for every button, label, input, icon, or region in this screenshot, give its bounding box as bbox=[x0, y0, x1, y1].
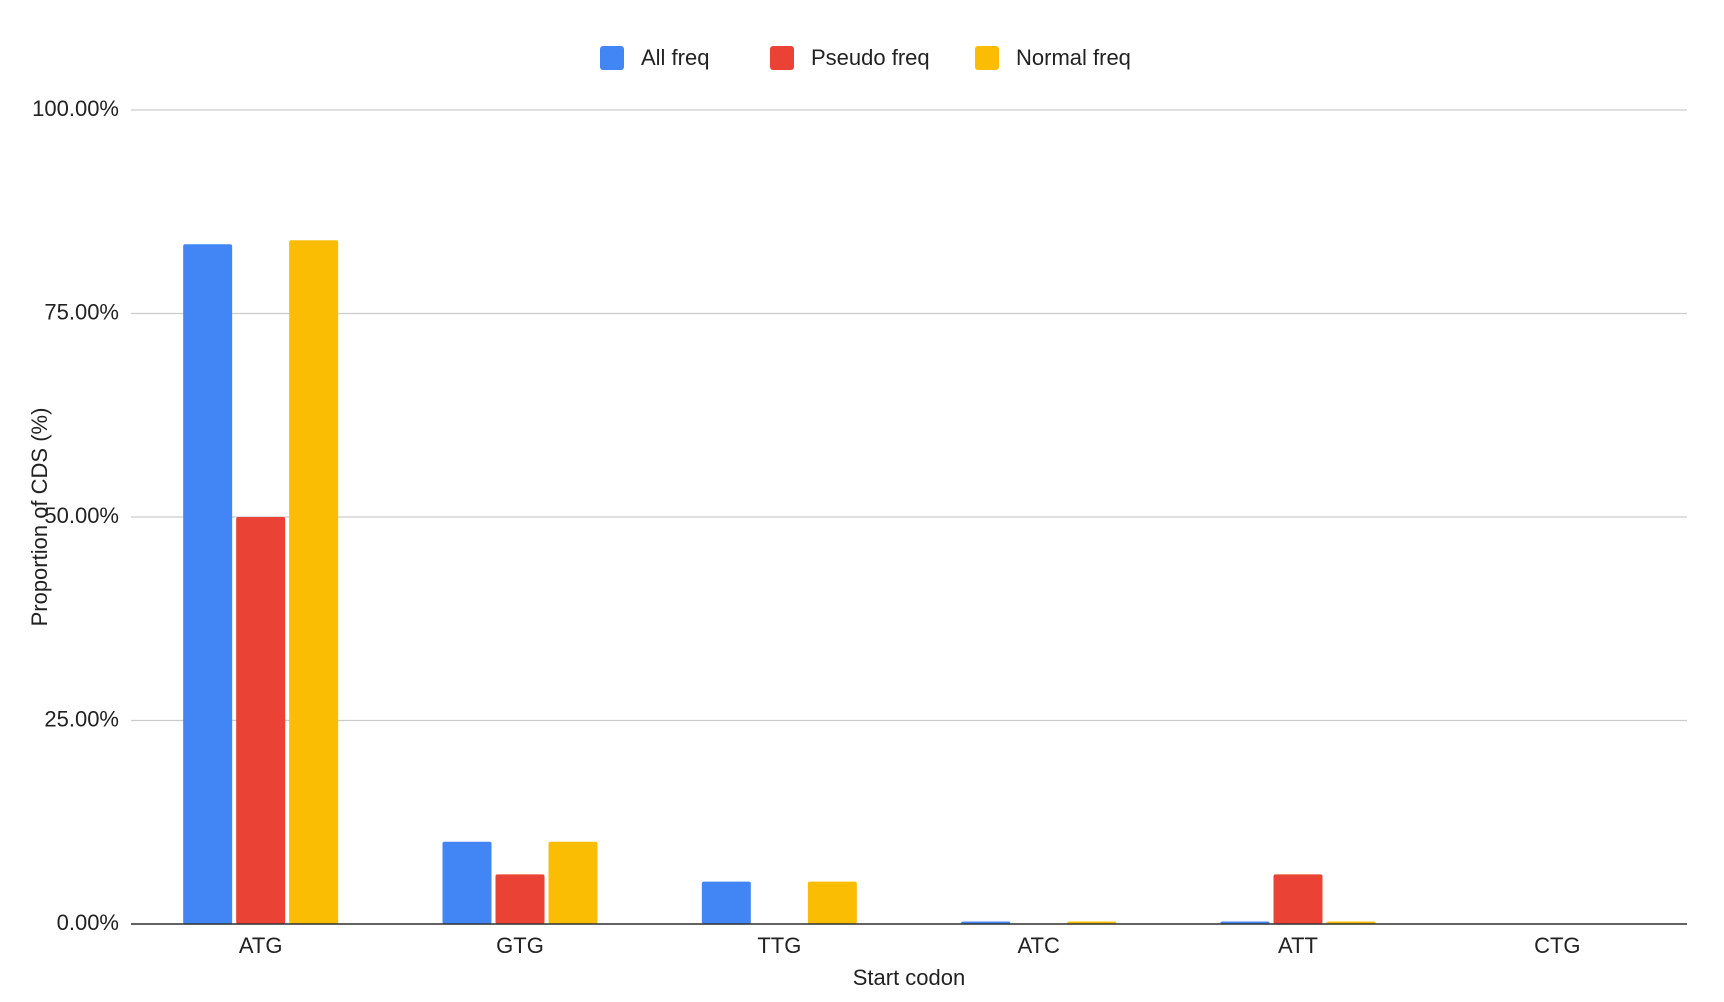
y-tick-label: 100.00% bbox=[32, 96, 119, 121]
x-tick-label: GTG bbox=[496, 933, 544, 958]
legend-label: Normal freq bbox=[1016, 45, 1131, 70]
y-axis-title: Proportion of CDS (%) bbox=[27, 408, 52, 627]
y-tick-label: 0.00% bbox=[57, 910, 119, 935]
bar bbox=[1273, 874, 1323, 924]
y-tick-label: 75.00% bbox=[44, 299, 119, 324]
legend-label: All freq bbox=[641, 45, 709, 70]
legend-swatch bbox=[600, 46, 624, 70]
legend-swatch bbox=[770, 46, 794, 70]
bar bbox=[289, 240, 339, 925]
legend-label: Pseudo freq bbox=[811, 45, 930, 70]
y-tick-label: 25.00% bbox=[44, 706, 119, 731]
x-tick-label: ATG bbox=[239, 933, 283, 958]
legend-swatch bbox=[975, 46, 999, 70]
x-tick-label: ATC bbox=[1017, 933, 1059, 958]
x-tick-label: CTG bbox=[1534, 933, 1580, 958]
bar bbox=[183, 244, 233, 924]
bar bbox=[236, 517, 286, 924]
bar bbox=[495, 874, 545, 924]
bar bbox=[807, 881, 857, 924]
bar bbox=[548, 841, 598, 924]
bar bbox=[442, 841, 492, 924]
x-tick-label: ATT bbox=[1278, 933, 1318, 958]
x-axis-title: Start codon bbox=[853, 965, 966, 990]
bar bbox=[701, 881, 751, 924]
y-tick-label: 50.00% bbox=[44, 503, 119, 528]
x-tick-label: TTG bbox=[757, 933, 801, 958]
